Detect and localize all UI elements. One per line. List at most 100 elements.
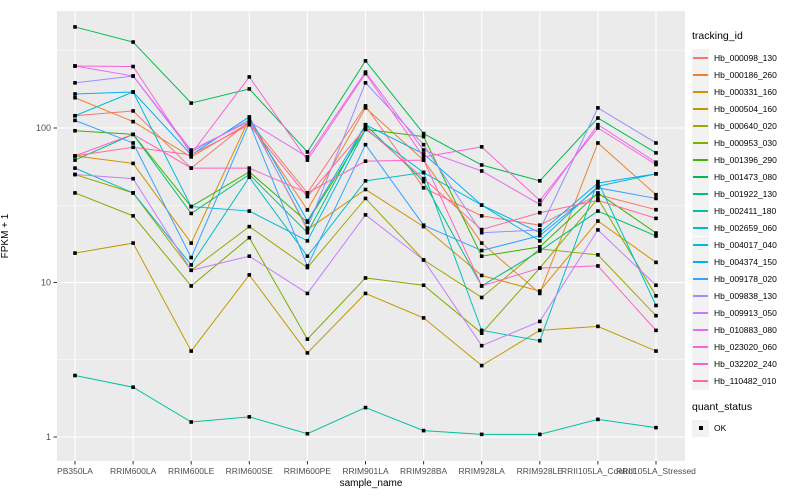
data-point <box>189 153 193 157</box>
legend-item-label: Hb_023020_060 <box>714 342 777 353</box>
legend-item: Hb_004017_040 <box>692 236 798 254</box>
data-point <box>479 248 484 253</box>
data-point <box>131 214 135 218</box>
data-point <box>73 158 77 162</box>
data-point <box>479 363 484 368</box>
legend-key-icon <box>692 219 709 237</box>
legend-item-label: Hb_004374_150 <box>714 257 777 268</box>
data-point <box>654 162 658 167</box>
legend-item-label: Hb_009913_050 <box>714 308 777 319</box>
y-axis-title: FPKM + 1 <box>0 213 11 259</box>
legend-item-label: Hb_009838_130 <box>714 291 777 302</box>
data-point <box>479 145 484 149</box>
legend-item: Hb_000504_160 <box>692 100 798 118</box>
legend-key-icon <box>692 372 709 390</box>
data-point <box>596 191 600 195</box>
data-point <box>363 276 368 280</box>
data-point <box>421 134 426 139</box>
data-point <box>131 241 135 245</box>
data-point <box>538 210 542 215</box>
legend-key-icon <box>692 168 709 186</box>
x-tick-label: RRIM901LA <box>342 466 389 476</box>
data-point <box>131 145 135 150</box>
legend-item: Hb_009913_050 <box>692 304 798 322</box>
data-point <box>131 90 135 94</box>
legend-item-ok: OK <box>692 419 798 437</box>
data-point <box>363 187 368 192</box>
data-point <box>73 118 77 123</box>
y-tick-label: 100 <box>36 123 51 133</box>
data-point <box>131 119 135 124</box>
data-point <box>538 202 542 207</box>
data-point <box>247 166 252 170</box>
legend-item-label: Hb_000953_030 <box>714 137 777 148</box>
data-point <box>305 239 310 243</box>
data-point <box>479 432 484 437</box>
data-point <box>363 126 368 130</box>
data-point <box>654 234 658 238</box>
legend-item-label: Hb_000504_160 <box>714 103 777 114</box>
data-point <box>247 119 252 124</box>
y-tick-label: 10 <box>41 278 51 288</box>
x-tick-label: RRIM928LE <box>517 466 564 476</box>
legend-item: Hb_000186_260 <box>692 66 798 84</box>
data-point <box>538 247 542 251</box>
data-point <box>654 141 658 145</box>
data-point <box>305 150 310 154</box>
data-point <box>538 233 542 238</box>
data-point <box>305 226 310 230</box>
legend-item: Hb_001473_080 <box>692 168 798 186</box>
data-point <box>654 349 658 353</box>
data-point <box>247 273 252 277</box>
data-point <box>189 241 193 245</box>
legend-item: Hb_001396_290 <box>692 151 798 169</box>
data-point <box>189 268 193 273</box>
x-axis-title: sample_name <box>339 478 403 489</box>
data-point <box>538 249 542 253</box>
legend-key-icon <box>692 66 709 84</box>
data-point <box>131 176 135 181</box>
x-tick-label: RRIM928BA <box>400 466 448 476</box>
data-point <box>189 263 193 267</box>
data-point <box>189 150 193 154</box>
data-point <box>654 160 658 165</box>
data-point <box>247 172 252 177</box>
data-point <box>363 106 368 110</box>
data-point <box>305 291 310 296</box>
data-point <box>421 152 426 156</box>
data-point <box>73 95 77 100</box>
data-point <box>538 289 542 293</box>
data-point <box>479 227 484 232</box>
legend-key-icon <box>692 253 709 271</box>
data-point <box>73 92 77 96</box>
data-point <box>247 254 252 258</box>
data-point <box>247 117 252 122</box>
x-tick-label: PB350LA <box>57 466 93 476</box>
data-point <box>654 283 658 288</box>
data-point <box>479 169 484 173</box>
data-point <box>479 214 484 218</box>
data-point <box>363 81 368 85</box>
legend-item-label: Hb_000186_260 <box>714 69 777 80</box>
data-point <box>421 223 426 227</box>
data-point <box>538 239 542 243</box>
data-point <box>421 170 426 175</box>
data-point <box>189 284 193 288</box>
data-point <box>421 176 426 181</box>
x-tick-label: RRIM600PE <box>284 466 332 476</box>
data-point <box>479 230 484 235</box>
data-point <box>305 194 310 199</box>
data-point <box>73 191 77 195</box>
data-point <box>596 209 600 213</box>
data-point <box>73 25 77 29</box>
data-point <box>305 191 310 195</box>
data-point <box>654 328 658 333</box>
legend-key-icon <box>692 151 709 169</box>
data-point <box>596 116 600 120</box>
data-point <box>305 264 310 268</box>
data-point <box>479 284 484 288</box>
data-point <box>247 209 252 213</box>
data-point <box>305 351 310 355</box>
data-point <box>247 87 252 91</box>
data-point <box>538 198 542 203</box>
